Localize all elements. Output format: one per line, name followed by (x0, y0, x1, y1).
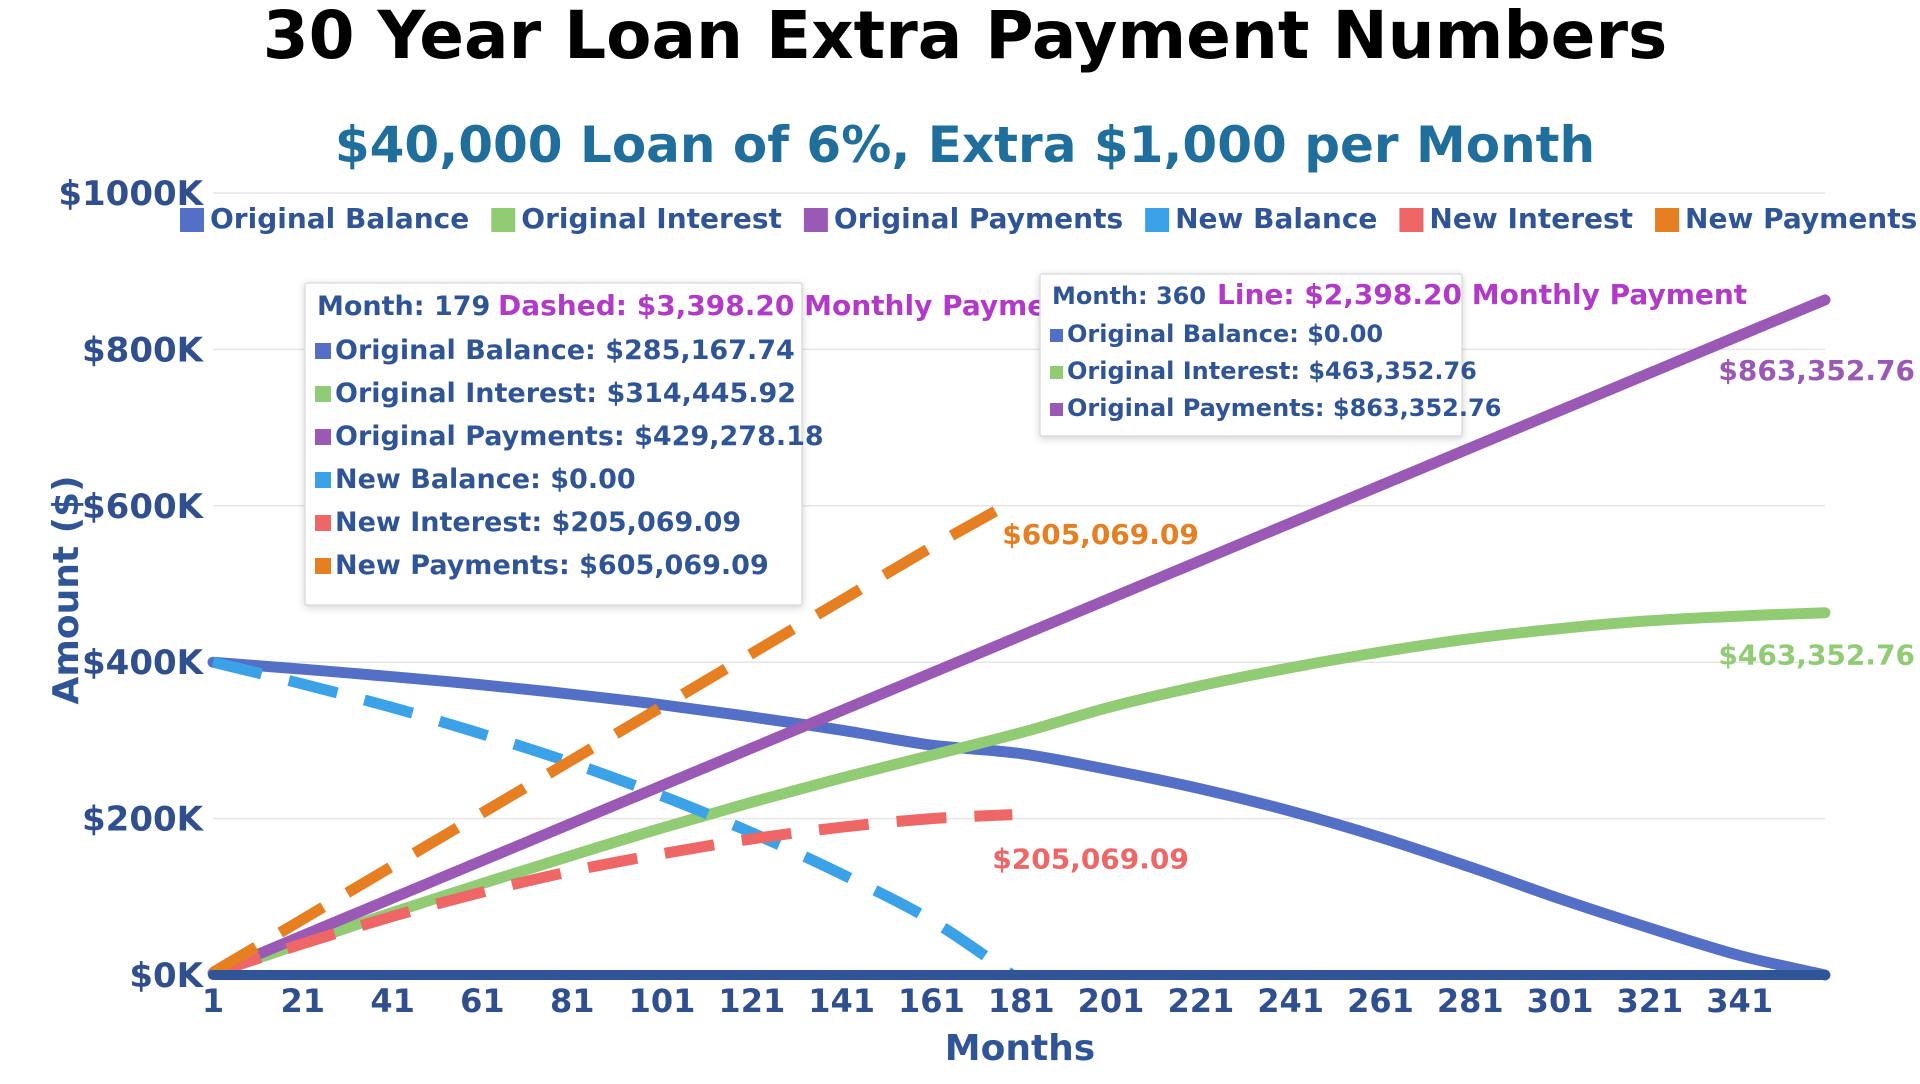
end-label-original-interest: $463,352.76 (1718, 639, 1915, 672)
x-axis-ticks: 1 21 41 61 81 101 121 141 161 181 201 221 241 261 281 3… (202, 982, 1773, 1020)
y-tick-label: $0K (129, 956, 204, 996)
end-label-new-payments: $605,069.09 (1002, 518, 1199, 551)
tooltip-item: Original Interest: $314,445.92 (335, 378, 796, 409)
series-lines (207, 294, 1831, 981)
x-tick-label: 301 (1527, 982, 1594, 1020)
x-tick-label: 281 (1437, 982, 1504, 1020)
x-tick-label: 201 (1078, 982, 1145, 1020)
x-tick-label: 61 (460, 982, 505, 1020)
y-tick-label: $400K (82, 643, 205, 683)
tooltip-month-179: Month: 179 Dashed: $3,398.20 Monthly Paym… (304, 282, 1080, 606)
legend-item-new-balance: New Balance (1175, 202, 1377, 235)
tooltip-item: Original Balance: $285,167.74 (335, 335, 795, 366)
chart-title: 30 Year Loan Extra Payment Numbers (263, 0, 1668, 74)
y-tick-label: $1000K (58, 174, 204, 214)
tooltips: Month: 179 Dashed: $3,398.20 Monthly Paym… (304, 273, 1747, 606)
tooltip-swatch (315, 472, 331, 488)
tooltip-item: Original Payments: $863,352.76 (1067, 394, 1501, 422)
x-tick-label: 321 (1616, 982, 1683, 1020)
tooltip-item: Original Interest: $463,352.76 (1067, 357, 1477, 385)
tooltip-swatch (315, 429, 331, 445)
x-tick-label: 141 (808, 982, 875, 1020)
legend-swatch-new-interest (1399, 208, 1424, 232)
legend-swatch-new-payments (1655, 208, 1680, 232)
tooltip-box (304, 282, 803, 606)
series-line-new-interest (211, 809, 1013, 979)
tooltip-swatch (1050, 329, 1063, 342)
legend-item-original-balance: Original Balance (210, 202, 469, 235)
x-tick-label: 81 (550, 982, 595, 1020)
tooltip-month-label: Month: 179 (317, 291, 490, 322)
x-tick-label: 121 (718, 982, 785, 1020)
x-tick-label: 341 (1706, 982, 1773, 1020)
tooltip-header: Line: $2,398.20 Monthly Payment (1217, 278, 1747, 311)
end-labels: $605,069.09 $205,069.09 $863,352.76 $463,35… (992, 354, 1915, 876)
y-axis-ticks: $0K $200K $400K $600K $800K $1000K (58, 174, 204, 996)
legend-item-original-payments: Original Payments (834, 202, 1123, 235)
x-tick-label: 41 (370, 982, 415, 1020)
legend-swatch-original-balance (180, 208, 204, 232)
end-label-original-payments: $863,352.76 (1718, 354, 1915, 387)
x-tick-label: 1 (202, 982, 224, 1020)
x-tick-label: 161 (898, 982, 965, 1020)
series-line-original-balance (207, 656, 1831, 981)
legend-item-new-interest: New Interest (1429, 202, 1633, 235)
x-tick-label: 261 (1347, 982, 1414, 1020)
tooltip-item: New Interest: $205,069.09 (335, 507, 741, 538)
tooltip-item: New Payments: $605,069.09 (335, 550, 769, 581)
tooltip-swatch (315, 515, 331, 531)
x-tick-label: 221 (1167, 982, 1234, 1020)
tooltip-item: New Balance: $0.00 (335, 464, 636, 495)
y-axis-label: Amount ($) (46, 475, 87, 704)
series-line-original-payments (207, 294, 1831, 979)
x-tick-label: 241 (1257, 982, 1324, 1020)
series-line-original-interest (207, 607, 1831, 979)
y-tick-label: $600K (82, 487, 205, 527)
y-tick-label: $800K (82, 330, 205, 370)
legend-swatch-new-balance (1145, 208, 1170, 232)
tooltip-swatch (1050, 366, 1063, 379)
tooltip-item: Original Balance: $0.00 (1067, 320, 1383, 348)
tooltip-header: Dashed: $3,398.20 Monthly Payment (498, 289, 1080, 322)
x-axis-label: Months (945, 1028, 1095, 1069)
tooltip-swatch (315, 386, 331, 402)
chart-subtitle: $40,000 Loan of 6%, Extra $1,000 per Mon… (335, 116, 1595, 174)
end-label-new-interest: $205,069.09 (992, 843, 1189, 876)
tooltip-box (1039, 273, 1463, 437)
x-tick-label: 181 (988, 982, 1055, 1020)
tooltip-swatch (315, 343, 331, 359)
legend-item-original-interest: Original Interest (521, 202, 782, 235)
tooltip-month-label: Month: 360 (1052, 282, 1206, 310)
legend-item-new-payments: New Payments (1685, 202, 1917, 235)
tooltip-swatch (315, 558, 331, 574)
tooltip-swatch (1050, 403, 1063, 416)
tooltip-item: Original Payments: $429,278.18 (335, 421, 824, 452)
tooltip-month-360: Month: 360 Line: $2,398.20 Monthly Paymen… (1039, 273, 1747, 437)
legend-swatch-original-payments (803, 208, 828, 232)
x-tick-label: 101 (629, 982, 696, 1020)
series-line-new-balance (211, 656, 1016, 980)
legend: Original Balance Original Interest Origina… (180, 202, 1917, 235)
legend-swatch-original-interest (491, 208, 516, 232)
y-tick-label: $200K (82, 800, 205, 840)
x-tick-label: 21 (281, 982, 326, 1020)
